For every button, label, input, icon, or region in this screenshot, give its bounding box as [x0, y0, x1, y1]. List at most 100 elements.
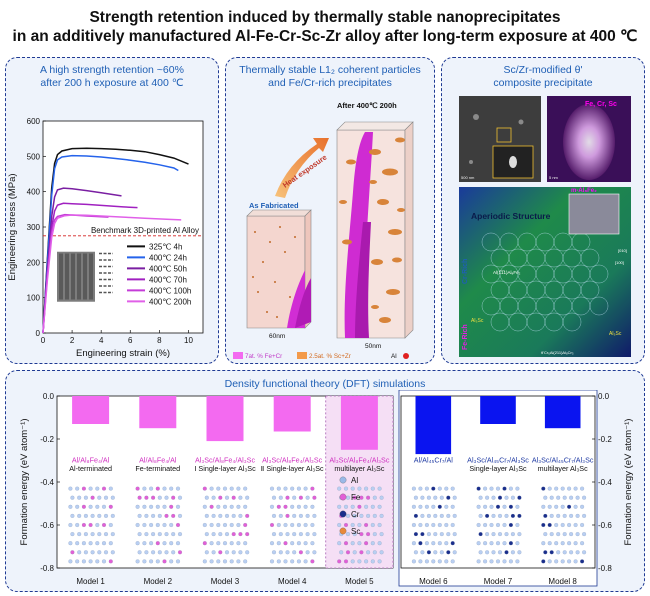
atom: [411, 486, 416, 491]
atom: [202, 541, 207, 546]
atom: [229, 486, 234, 491]
atom: [476, 541, 481, 546]
legend-sczr: 2.5at. % Sc+Zr: [309, 353, 351, 360]
atom: [176, 523, 181, 528]
atom: [433, 532, 438, 537]
atom: [575, 495, 580, 500]
atom: [364, 559, 369, 564]
atom: [554, 559, 559, 564]
atom: [344, 559, 349, 564]
atom: [580, 541, 585, 546]
atom: [204, 495, 209, 500]
atom: [491, 550, 496, 555]
atom: [204, 550, 209, 555]
atom: [337, 486, 342, 491]
atom: [142, 504, 147, 509]
atom: [90, 513, 95, 518]
atom: [346, 550, 351, 555]
atom: [556, 513, 561, 518]
atom: [424, 486, 429, 491]
atom: [364, 504, 369, 509]
atom: [489, 559, 494, 564]
atom: [377, 559, 382, 564]
atom: [77, 495, 82, 500]
atom: [276, 486, 281, 491]
atom: [270, 523, 275, 528]
phase-label: Al(1̅1̅1)Al₈Fe₂: [493, 269, 521, 275]
atom: [379, 550, 384, 555]
panel-c-title1: Sc/Zr-modified θ': [503, 64, 583, 76]
atom: [236, 504, 241, 509]
atom: [359, 532, 364, 537]
atom: [108, 523, 113, 528]
atom: [337, 504, 342, 509]
atom: [151, 513, 156, 518]
legend-label-5: 400℃ 200h: [149, 297, 191, 306]
y-tick-label-right: -0.6: [598, 521, 612, 530]
atom: [431, 486, 436, 491]
atom: [283, 541, 288, 546]
x-axis-label: Engineering strain (%): [76, 348, 170, 359]
atom: [216, 504, 221, 509]
atom: [236, 523, 241, 528]
atom: [426, 550, 431, 555]
atom: [344, 504, 349, 509]
atom: [420, 495, 425, 500]
bar-model-4: [273, 396, 311, 432]
atom: [169, 523, 174, 528]
atom: [543, 550, 548, 555]
atom: [211, 513, 216, 518]
atom: [418, 504, 423, 509]
atom: [346, 495, 351, 500]
atom: [110, 495, 115, 500]
atom: [483, 523, 488, 528]
atom: [285, 550, 290, 555]
atom: [498, 532, 503, 537]
atom: [502, 523, 507, 528]
atom: [489, 504, 494, 509]
atom: [238, 513, 243, 518]
y-tick-label-right: 0.0: [598, 392, 610, 401]
atom: [431, 559, 436, 564]
atom: [450, 486, 455, 491]
y-tick-label: 0: [36, 329, 41, 338]
atom: [567, 559, 572, 564]
atom: [164, 550, 169, 555]
atom: [418, 541, 423, 546]
atom: [305, 513, 310, 518]
atom: [285, 495, 290, 500]
atom: [560, 541, 565, 546]
atom: [350, 541, 355, 546]
atom: [83, 550, 88, 555]
atom: [231, 495, 236, 500]
atom: [580, 559, 585, 564]
atom: [290, 523, 295, 528]
atom: [411, 541, 416, 546]
atom: [298, 532, 303, 537]
atom: [573, 559, 578, 564]
legend-label-3: 400℃ 70h: [149, 275, 187, 284]
atom: [272, 550, 277, 555]
atom: [276, 504, 281, 509]
atom: [560, 559, 565, 564]
category-model-5: Model 5: [345, 577, 374, 586]
atom: [144, 532, 149, 537]
atom: [496, 541, 501, 546]
atom: [413, 513, 418, 518]
atom: [372, 532, 377, 537]
atom: [97, 513, 102, 518]
atom: [439, 550, 444, 555]
atom: [110, 532, 115, 537]
atom: [305, 495, 310, 500]
atom: [556, 532, 561, 537]
atom: [68, 523, 73, 528]
atom: [476, 504, 481, 509]
atom: [236, 541, 241, 546]
model-desc: Ⅰ Single-layer Al₃Sc: [194, 464, 256, 473]
atom: [372, 513, 377, 518]
atom: [366, 532, 371, 537]
atom: [431, 541, 436, 546]
atom: [567, 541, 572, 546]
atom: [364, 486, 369, 491]
atom: [88, 541, 93, 546]
